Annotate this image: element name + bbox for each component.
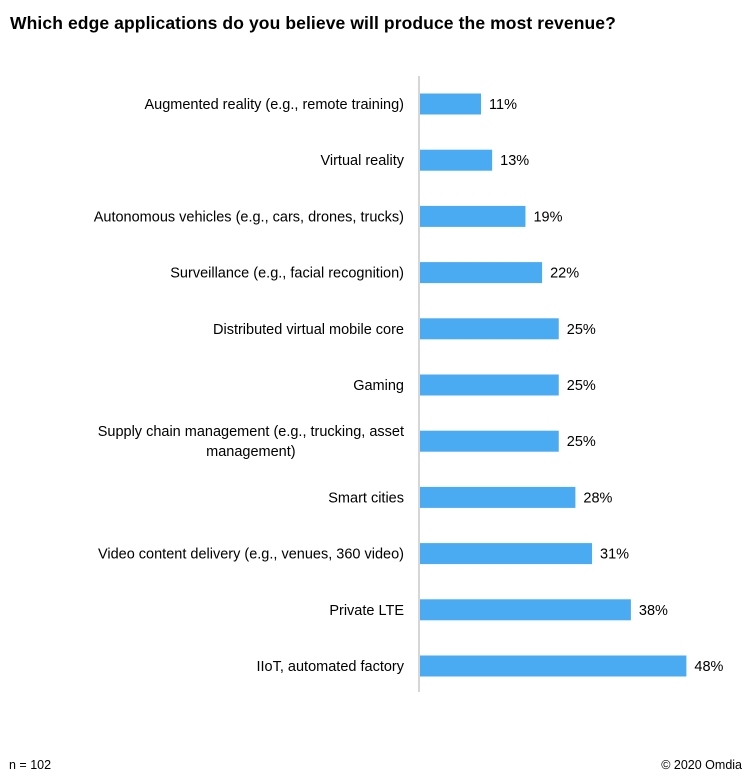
value-label: 25% bbox=[567, 322, 596, 338]
value-label: 13% bbox=[500, 153, 529, 169]
category-label-line: Autonomous vehicles (e.g., cars, drones,… bbox=[94, 209, 404, 225]
bar bbox=[420, 599, 631, 621]
category-label: Distributed virtual mobile core bbox=[213, 322, 404, 338]
category-label: IIoT, automated factory bbox=[257, 659, 405, 675]
category-label-line: Supply chain management (e.g., trucking,… bbox=[98, 424, 404, 440]
bar bbox=[420, 374, 559, 396]
category-label-line: IIoT, automated factory bbox=[257, 659, 405, 675]
category-label: Supply chain management (e.g., trucking,… bbox=[98, 424, 404, 460]
category-label-line: Gaming bbox=[353, 378, 404, 394]
category-label-line: Augmented reality (e.g., remote training… bbox=[144, 97, 404, 113]
bar bbox=[420, 149, 493, 171]
category-label: Augmented reality (e.g., remote training… bbox=[144, 97, 404, 113]
value-label: 19% bbox=[533, 209, 562, 225]
category-label-line: Distributed virtual mobile core bbox=[213, 322, 404, 338]
chart-title: Which edge applications do you believe w… bbox=[10, 13, 616, 33]
value-label: 28% bbox=[583, 490, 612, 506]
value-label: 38% bbox=[639, 603, 668, 619]
value-label: 25% bbox=[567, 378, 596, 394]
category-label-line: Video content delivery (e.g., venues, 36… bbox=[98, 547, 404, 563]
bar bbox=[420, 486, 576, 508]
category-label-line: Smart cities bbox=[328, 490, 404, 506]
value-label: 22% bbox=[550, 266, 579, 282]
category-label-line: Surveillance (e.g., facial recognition) bbox=[170, 266, 404, 282]
category-label-line: Private LTE bbox=[329, 603, 404, 619]
value-label: 11% bbox=[489, 97, 517, 113]
category-label: Surveillance (e.g., facial recognition) bbox=[170, 266, 404, 282]
category-label: Private LTE bbox=[329, 603, 404, 619]
bar bbox=[420, 318, 559, 340]
bar bbox=[420, 93, 482, 115]
category-label: Video content delivery (e.g., venues, 36… bbox=[98, 547, 404, 563]
category-label-line: management) bbox=[206, 444, 295, 460]
bar bbox=[420, 655, 687, 677]
bar bbox=[420, 543, 593, 565]
bars-group bbox=[420, 93, 687, 677]
category-label: Virtual reality bbox=[320, 153, 404, 169]
category-label: Autonomous vehicles (e.g., cars, drones,… bbox=[94, 209, 404, 225]
sample-size-note: n = 102 bbox=[9, 758, 52, 772]
value-label: 31% bbox=[600, 547, 629, 563]
bar bbox=[420, 205, 526, 227]
value-label: 25% bbox=[567, 434, 596, 450]
value-label: 48% bbox=[694, 659, 723, 675]
category-label: Gaming bbox=[353, 378, 404, 394]
category-label-line: Virtual reality bbox=[320, 153, 404, 169]
category-label: Smart cities bbox=[328, 490, 404, 506]
copyright-note: © 2020 Omdia bbox=[661, 758, 742, 772]
category-labels-group: Augmented reality (e.g., remote training… bbox=[94, 97, 405, 675]
bar bbox=[420, 430, 559, 452]
bar bbox=[420, 262, 543, 284]
value-labels-group: 11% 13% 19% 22% 25% 25% 25% 28% 31% 38% 48% bbox=[489, 97, 723, 675]
